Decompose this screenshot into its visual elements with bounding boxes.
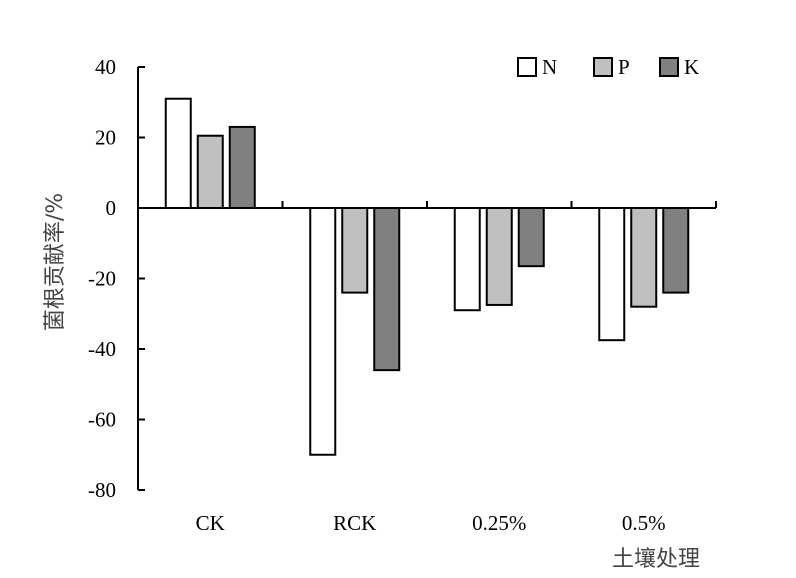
bar-n — [598, 207, 626, 342]
legend-label-n: N — [542, 55, 557, 79]
bar-p — [196, 134, 224, 209]
y-ticks: 40 20 0 -20 -40 -60 -80 — [88, 55, 145, 502]
legend-swatch-p — [593, 57, 613, 77]
bar-p — [485, 207, 513, 306]
category-label: RCK — [333, 511, 376, 535]
bar-p — [630, 207, 658, 308]
category-label: 0.25% — [472, 511, 526, 535]
y-axis-title: 菌根贡献率/% — [43, 193, 68, 331]
x-axis-title: 土壤处理 — [612, 547, 700, 572]
legend-label-k: K — [684, 55, 699, 79]
legend-swatch-k — [659, 57, 679, 77]
bar-n — [164, 97, 192, 209]
y-tick-label: -20 — [88, 267, 116, 291]
legend-swatch-n — [517, 57, 537, 77]
y-tick-label: -40 — [88, 337, 116, 361]
bar-n — [309, 207, 337, 456]
x-ticks — [281, 201, 717, 208]
legend-label-p: P — [618, 55, 630, 79]
category-labels: CK RCK 0.25% 0.5% — [196, 511, 666, 535]
bar-k — [517, 207, 545, 268]
category-label: 0.5% — [622, 511, 666, 535]
bar-k — [373, 207, 401, 372]
bar-n — [453, 207, 481, 312]
bar-k — [662, 207, 690, 294]
category-label: CK — [196, 511, 225, 535]
bar-k — [228, 125, 256, 209]
y-tick-label: -60 — [88, 408, 116, 432]
y-tick-label: 20 — [95, 126, 116, 150]
bar-p — [341, 207, 369, 294]
y-tick-label: 0 — [106, 196, 117, 220]
y-tick-label: 40 — [95, 55, 116, 79]
y-tick-label: -80 — [88, 478, 116, 502]
bars-layer — [164, 97, 690, 456]
